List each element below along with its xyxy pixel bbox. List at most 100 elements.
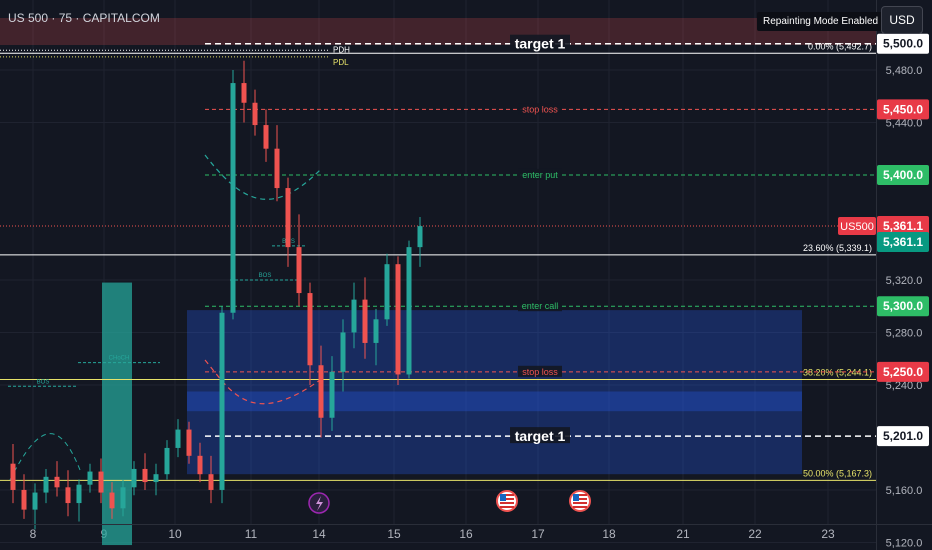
level-label-background: [518, 103, 562, 115]
lightning-icon: [308, 492, 330, 514]
structure-label: CHoCH: [109, 356, 130, 362]
x-tick-label: 18: [602, 527, 616, 541]
price-tag-background: [838, 216, 876, 235]
price-label: 5,450.0: [883, 102, 923, 116]
flag-stripe: [573, 502, 587, 504]
flag-canton: [500, 494, 506, 501]
candle-body: [43, 476, 49, 493]
us-flag-icon: [569, 490, 591, 512]
candle-body: [142, 468, 148, 483]
price-label-background: [877, 164, 929, 185]
trade-level-label: enter call: [522, 301, 559, 311]
candle-body: [175, 429, 181, 448]
candle-body: [153, 474, 159, 483]
fib-label: 0.00% (5,492.7): [808, 41, 872, 51]
candle-body: [307, 293, 313, 366]
price-label: 5,250.0: [883, 365, 923, 379]
flag-canton: [573, 494, 579, 501]
y-tick-label: 5,480.0: [886, 65, 923, 77]
candle-body: [241, 83, 247, 103]
price-tag-symbol: US500: [840, 221, 874, 233]
structure-label: BOS: [259, 273, 272, 279]
flag-stripe: [500, 506, 514, 508]
price-label-background: [877, 215, 929, 236]
candle-body: [285, 188, 291, 248]
price-label: 5,361.1: [883, 235, 923, 249]
price-label-background: [877, 33, 929, 54]
candle-body: [252, 102, 258, 126]
indicator-curve: [204, 154, 321, 200]
x-tick-label: 15: [387, 527, 401, 541]
structure-label: BOS: [37, 379, 50, 385]
fib-label: 23.60% (5,339.1): [803, 243, 872, 253]
x-tick-label: 11: [245, 527, 258, 541]
symbol-title: US 500 · 75 · CAPITALCOM: [8, 11, 160, 25]
price-label: 5,400.0: [883, 168, 923, 182]
order-block-zone: [187, 310, 802, 475]
x-tick-label: 10: [168, 527, 182, 541]
trade-level-label: target 1: [515, 428, 566, 444]
level-label-background: [518, 365, 562, 377]
candle-body: [186, 429, 192, 456]
candle-body: [208, 474, 214, 490]
flag-stripe: [500, 502, 514, 504]
order-block-zone: [102, 282, 132, 546]
currency-button[interactable]: USD: [881, 6, 923, 34]
candle-body: [21, 489, 27, 510]
y-tick-label: 5,280.0: [886, 327, 923, 339]
price-label-background: [877, 99, 929, 120]
candle-body: [219, 312, 225, 490]
candle-body: [54, 476, 60, 488]
pdh-label: PDH: [333, 45, 350, 54]
candle-body: [197, 455, 203, 475]
price-label: 5,300.0: [883, 299, 923, 313]
fib-label: 50.00% (5,167.3): [803, 468, 872, 478]
candle-body: [318, 365, 324, 418]
x-tick-label: 14: [312, 527, 326, 541]
x-tick-label: 16: [459, 527, 473, 541]
candle-body: [274, 148, 280, 189]
x-tick-label: 8: [30, 527, 37, 541]
price-label: 5,361.1: [883, 219, 923, 233]
candle-body: [296, 247, 302, 294]
candle-body: [230, 83, 236, 313]
x-tick-label: 21: [676, 527, 690, 541]
y-tick-label: 5,120.0: [886, 537, 923, 549]
flag-stripe: [573, 506, 587, 508]
trade-level-label: stop loss: [522, 367, 558, 377]
candle-body: [395, 264, 401, 375]
price-label-background: [877, 426, 929, 447]
level-label-background: [518, 300, 562, 312]
y-tick-label: 5,240.0: [886, 380, 923, 392]
indicator-curve: [204, 359, 321, 405]
flag-stripe: [573, 498, 587, 500]
candle-body: [329, 371, 335, 418]
lightning-icon-bolt: [316, 496, 323, 511]
order-block-zone: [187, 391, 802, 412]
candle-body: [87, 471, 93, 485]
level-label-background: [510, 427, 570, 444]
price-label-background: [877, 231, 929, 252]
candle-body: [340, 332, 346, 372]
candle-body: [120, 487, 126, 509]
candle-body: [417, 226, 423, 248]
flag-stripe: [573, 494, 587, 496]
y-tick-label: 5,440.0: [886, 117, 923, 129]
level-label-background: [518, 168, 562, 180]
repainting-mode-badge: Repainting Mode Enabled: [757, 12, 885, 31]
candle-body: [109, 492, 115, 509]
price-label-background: [877, 296, 929, 317]
trade-level-label: target 1: [515, 36, 566, 52]
candle-body: [362, 299, 368, 343]
candle-body: [406, 247, 412, 375]
candle-body: [32, 492, 38, 510]
y-tick-label: 5,160.0: [886, 485, 923, 497]
candle-body: [10, 463, 16, 490]
candle-body: [373, 319, 379, 343]
x-tick-label: 17: [531, 527, 545, 541]
us-flag-icon: [496, 490, 518, 512]
y-tick-label: 5,320.0: [886, 275, 923, 287]
pdl-label: PDL: [333, 58, 349, 67]
x-tick-label: 22: [748, 527, 762, 541]
